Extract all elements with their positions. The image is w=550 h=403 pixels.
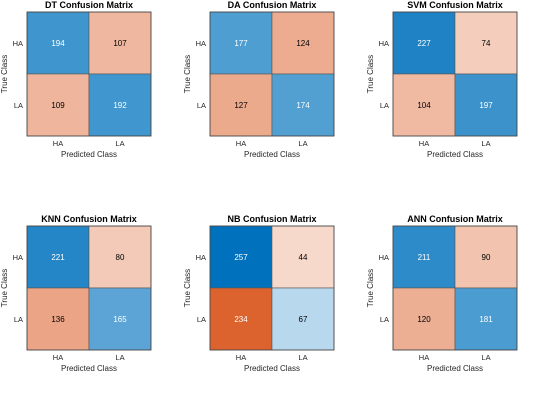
cell-value-label: 120 xyxy=(417,315,431,324)
x-axis-label: Predicted Class xyxy=(427,364,483,373)
matrix-frame xyxy=(209,225,335,351)
matrix-cell xyxy=(271,287,335,351)
matrix-cell xyxy=(454,287,518,351)
x-tick-label: HA xyxy=(419,139,429,148)
cell-value-label: 67 xyxy=(299,315,308,324)
x-axis-label: Predicted Class xyxy=(61,364,117,373)
x-axis-label: Predicted Class xyxy=(61,150,117,159)
cell-value-label: 197 xyxy=(479,101,493,110)
cell-value-label: 221 xyxy=(51,253,65,262)
cell-value-label: 211 xyxy=(418,253,431,262)
x-axis-label: Predicted Class xyxy=(244,364,300,373)
cell-value-label: 90 xyxy=(482,253,491,262)
cell-value-label: 107 xyxy=(113,39,127,48)
cell-value-label: 136 xyxy=(51,315,65,324)
matrix-frame xyxy=(26,225,152,351)
y-axis-label: True Class xyxy=(366,55,375,93)
chart-title: NB Confusion Matrix xyxy=(228,214,317,224)
y-tick-label: LA xyxy=(197,315,206,324)
matrix-cell xyxy=(392,11,456,75)
y-tick-label: LA xyxy=(380,101,389,110)
cell-value-label: 109 xyxy=(51,101,65,110)
matrix-cell xyxy=(271,73,335,137)
y-axis-label: True Class xyxy=(0,55,9,93)
y-tick-label: LA xyxy=(197,101,206,110)
matrix-cell xyxy=(271,225,335,289)
matrix-cell xyxy=(392,225,456,289)
cell-value-label: 44 xyxy=(299,253,308,262)
y-axis-label: True Class xyxy=(366,269,375,307)
chart-title: SVM Confusion Matrix xyxy=(407,0,503,10)
matrix-cell xyxy=(88,225,152,289)
cell-value-label: 192 xyxy=(113,101,127,110)
x-tick-label: LA xyxy=(298,139,307,148)
x-tick-label: HA xyxy=(236,353,246,362)
matrix-cell xyxy=(392,73,456,137)
matrix-frame xyxy=(392,11,518,137)
cell-value-label: 234 xyxy=(234,315,248,324)
cell-value-label: 194 xyxy=(51,39,65,48)
x-axis-label: Predicted Class xyxy=(244,150,300,159)
matrix-cell xyxy=(209,225,273,289)
y-tick-label: LA xyxy=(14,101,23,110)
cell-value-label: 104 xyxy=(417,101,431,110)
x-tick-label: HA xyxy=(53,139,63,148)
y-tick-label: HA xyxy=(196,39,206,48)
matrix-cell xyxy=(454,225,518,289)
chart-title: KNN Confusion Matrix xyxy=(41,214,137,224)
x-tick-label: LA xyxy=(115,353,124,362)
y-tick-label: HA xyxy=(196,253,206,262)
matrix-cell xyxy=(454,11,518,75)
matrix-cell xyxy=(88,11,152,75)
x-tick-label: HA xyxy=(419,353,429,362)
cell-value-label: 74 xyxy=(482,39,491,48)
cell-value-label: 174 xyxy=(296,101,310,110)
y-axis-label: True Class xyxy=(183,55,192,93)
chart-title: ANN Confusion Matrix xyxy=(407,214,503,224)
matrix-cell xyxy=(26,73,90,137)
x-tick-label: HA xyxy=(53,353,63,362)
cell-value-label: 165 xyxy=(113,315,127,324)
chart-title: DA Confusion Matrix xyxy=(228,0,317,10)
y-tick-label: HA xyxy=(13,253,23,262)
y-axis-label: True Class xyxy=(183,269,192,307)
matrix-cell xyxy=(88,287,152,351)
matrix-frame xyxy=(392,225,518,351)
matrix-cell xyxy=(271,11,335,75)
x-tick-label: LA xyxy=(481,139,490,148)
x-tick-label: HA xyxy=(236,139,246,148)
y-axis-label: True Class xyxy=(0,269,9,307)
matrix-cell xyxy=(392,287,456,351)
cell-value-label: 124 xyxy=(296,39,310,48)
cell-value-label: 127 xyxy=(234,101,248,110)
cell-value-label: 177 xyxy=(234,39,248,48)
x-axis-label: Predicted Class xyxy=(427,150,483,159)
y-tick-label: LA xyxy=(14,315,23,324)
y-tick-label: LA xyxy=(380,315,389,324)
x-tick-label: LA xyxy=(115,139,124,148)
matrix-frame xyxy=(26,11,152,137)
matrix-cell xyxy=(26,11,90,75)
matrix-frame xyxy=(209,11,335,137)
cell-value-label: 257 xyxy=(234,253,248,262)
y-tick-label: HA xyxy=(13,39,23,48)
x-tick-label: LA xyxy=(481,353,490,362)
y-tick-label: HA xyxy=(379,39,389,48)
x-tick-label: LA xyxy=(298,353,307,362)
y-tick-label: HA xyxy=(379,253,389,262)
cell-value-label: 80 xyxy=(116,253,125,262)
matrix-cell xyxy=(88,73,152,137)
cell-value-label: 227 xyxy=(417,39,431,48)
chart-title: DT Confusion Matrix xyxy=(45,0,133,10)
cell-value-label: 181 xyxy=(479,315,493,324)
matrix-cell xyxy=(454,73,518,137)
